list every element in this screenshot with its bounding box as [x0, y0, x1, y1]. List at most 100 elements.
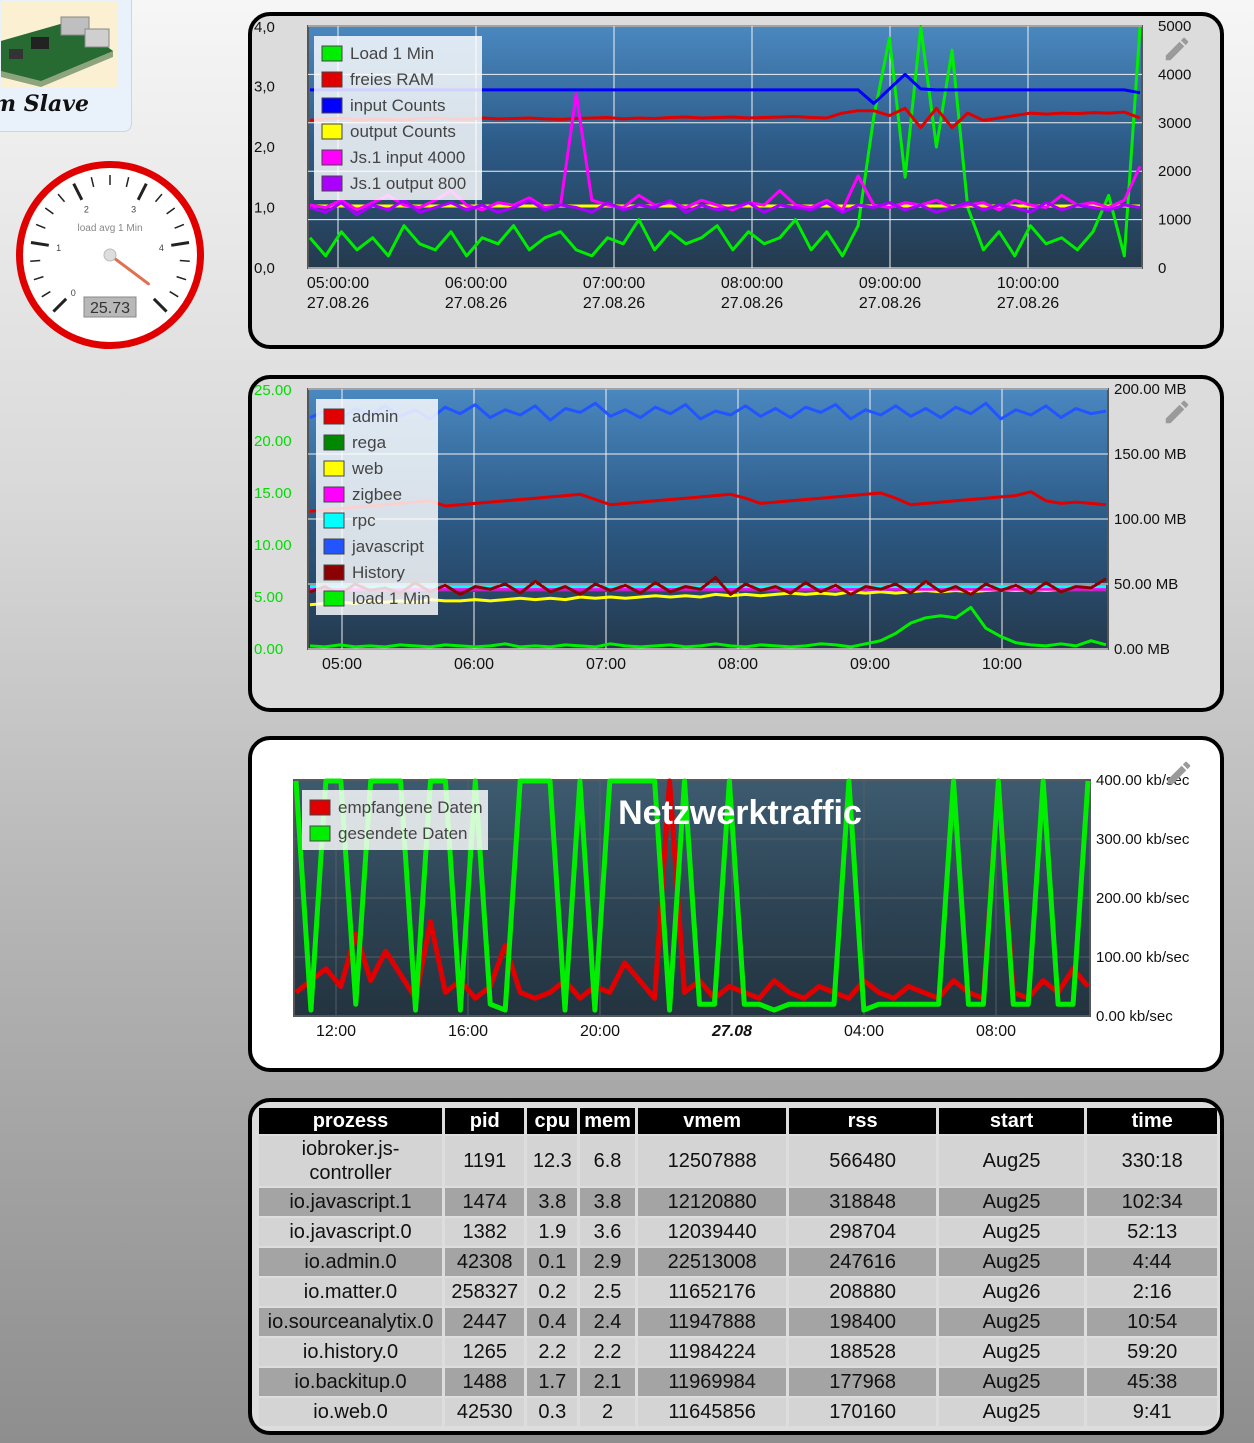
y-right-tick-label: 300.00 kb/sec — [1096, 831, 1190, 848]
table-cell-vmem: 11969984 — [637, 1368, 787, 1396]
y-right-tick-label: 200.00 MB — [1114, 381, 1187, 398]
table-row: io.matter.0 258327 0.2 2.5 11652176 208880 Aug… — [259, 1278, 1217, 1306]
x-date-label: 27.08.26 — [721, 295, 783, 312]
col-cpu[interactable]: cpu — [527, 1108, 578, 1134]
table-row: io.javascript.0 1382 1.9 3.6 12039440 298704 A… — [259, 1218, 1217, 1246]
gauge-tick — [52, 297, 68, 313]
legend-label: rpc — [352, 511, 376, 530]
table-cell-cpu: 1.7 — [527, 1368, 578, 1396]
table-cell-mem: 2.4 — [580, 1308, 635, 1336]
col-rss[interactable]: rss — [789, 1108, 936, 1134]
table-row: io.web.0 42530 0.3 2 11645856 170160 Aug25 9:41 — [259, 1398, 1217, 1426]
gauge-tick — [179, 259, 190, 263]
gauge-tick — [169, 290, 179, 298]
x-tick-label: 06:00:00 — [445, 275, 507, 292]
table-cell-time: 10:54 — [1087, 1308, 1217, 1336]
table-cell-mem: 2.2 — [580, 1338, 635, 1366]
y-right-tick-label: 400.00 kb/sec — [1096, 772, 1190, 789]
col-mem[interactable]: mem — [580, 1108, 635, 1134]
gauge-tick-label: 2 — [84, 205, 89, 215]
x-date-label: 27.08.26 — [307, 295, 369, 312]
x-tick-label: 12:00 — [316, 1023, 356, 1040]
pencil-icon[interactable] — [1162, 34, 1192, 64]
table-cell-cpu: 2.2 — [527, 1338, 578, 1366]
legend-swatch — [321, 97, 343, 114]
col-prozess[interactable]: prozess — [259, 1108, 442, 1134]
table-cell-mem: 6.8 — [580, 1136, 635, 1186]
table-cell-time: 330:18 — [1087, 1136, 1217, 1186]
gauge-tick — [174, 223, 185, 229]
table-cell-rss: 247616 — [789, 1248, 936, 1276]
x-tick-label: 08:00 — [718, 656, 758, 673]
table-cell-start: Aug25 — [938, 1248, 1085, 1276]
table-cell-start: Aug25 — [938, 1338, 1085, 1366]
table-row: io.history.0 1265 2.2 2.2 11984224 188528 Aug2… — [259, 1338, 1217, 1366]
table-cell-vmem: 11984224 — [637, 1338, 787, 1366]
y-right-tick-label: 3000 — [1158, 115, 1191, 132]
legend-box — [314, 36, 482, 200]
adapter-memory-panel: 05:00 06:00 07:00 08:00 09:00 10:00 0.00 5.00 10… — [248, 375, 1224, 712]
pencil-icon[interactable] — [1164, 758, 1194, 788]
table-cell-mem: 2 — [580, 1398, 635, 1426]
legend-swatch — [321, 71, 343, 88]
gauge-tick-label: 1 — [56, 243, 61, 253]
x-tick-label: 20:00 — [580, 1023, 620, 1040]
legend-label: gesendete Daten — [338, 824, 468, 843]
legend-swatch — [323, 460, 345, 477]
series-line-empfangene-daten — [294, 778, 1090, 1001]
col-pid[interactable]: pid — [445, 1108, 525, 1134]
y-left-tick-label: 1,0 — [254, 200, 275, 217]
chart-title: Netzwerktraffic — [618, 794, 862, 832]
legend-swatch — [321, 175, 343, 192]
legend-label: output Counts — [350, 122, 456, 141]
legend-label: Js.1 input 4000 — [350, 148, 465, 167]
table-cell-vmem: 12507888 — [637, 1136, 787, 1186]
col-start[interactable]: start — [938, 1108, 1085, 1134]
gauge-tick — [152, 297, 168, 313]
gauge-tick — [166, 207, 176, 215]
y-right-tick-label: 5000 — [1158, 18, 1191, 35]
table-cell-cpu: 1.9 — [527, 1218, 578, 1246]
table-cell-prozess: io.web.0 — [259, 1398, 442, 1426]
y-left-tick-label: 0,0 — [254, 260, 275, 277]
table-cell-pid: 42308 — [445, 1248, 525, 1276]
table-cell-pid: 1382 — [445, 1218, 525, 1246]
table-cell-time: 4:44 — [1087, 1248, 1217, 1276]
x-date-label: 27.08.26 — [445, 295, 507, 312]
gauge-value: 25.73 — [90, 300, 130, 317]
y-right-tick-label: 0 — [1158, 260, 1166, 277]
network-traffic-chart: 12:00 16:00 20:00 27.08 04:00 08:00 0.00 kb/se… — [293, 772, 1190, 1040]
x-tick-label: 16:00 — [448, 1023, 488, 1040]
legend-label: javascript — [351, 537, 424, 556]
legend-swatch — [323, 512, 345, 529]
series-line-load-1-min — [308, 25, 1142, 258]
raspberry-pi-image — [1, 1, 117, 87]
table-cell-rss: 188528 — [789, 1338, 936, 1366]
col-time[interactable]: time — [1087, 1108, 1217, 1134]
gauge-label: load avg 1 Min — [77, 223, 142, 234]
table-cell-cpu: 3.8 — [527, 1188, 578, 1216]
table-cell-start: Aug25 — [938, 1398, 1085, 1426]
system-load-chart: 05:00:00 27.08.26 06:00:00 27.08.26 07:00:00… — [254, 18, 1191, 312]
gauge-tick — [41, 290, 51, 298]
x-tick-label: 07:00 — [586, 656, 626, 673]
legend-box — [302, 790, 488, 850]
gauge-tick-label: 0 — [71, 288, 76, 298]
pencil-icon[interactable] — [1162, 397, 1192, 427]
table-header-row: prozess pid cpu mem vmem rss start time — [259, 1108, 1217, 1134]
table-cell-vmem: 12039440 — [637, 1218, 787, 1246]
legend-swatch — [309, 825, 331, 842]
x-tick-label: 04:00 — [844, 1023, 884, 1040]
table-cell-cpu: 0.2 — [527, 1278, 578, 1306]
col-vmem[interactable]: vmem — [637, 1108, 787, 1134]
table-row: io.admin.0 42308 0.1 2.9 22513008 247616 Aug25… — [259, 1248, 1217, 1276]
table-cell-pid: 42530 — [445, 1398, 525, 1426]
table-cell-pid: 1488 — [445, 1368, 525, 1396]
gauge-tick — [125, 177, 130, 188]
gauge-tick — [136, 183, 148, 201]
table-cell-mem: 2.9 — [580, 1248, 635, 1276]
gauge-tick — [154, 193, 163, 203]
x-tick-label: 07:00:00 — [583, 275, 645, 292]
gauge-tick — [33, 275, 44, 281]
table-cell-vmem: 12120880 — [637, 1188, 787, 1216]
